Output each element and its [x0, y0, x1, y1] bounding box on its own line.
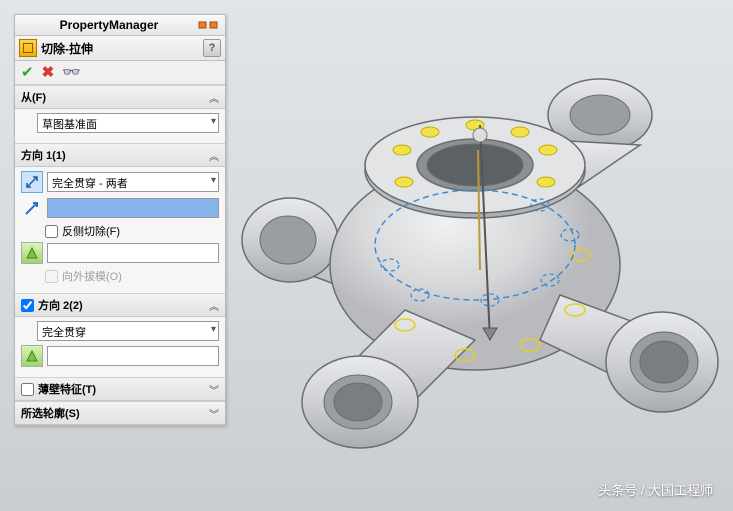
- group-dir2-body: 完全贯穿: [15, 317, 225, 377]
- dir2-condition-dropdown[interactable]: 完全贯穿: [37, 321, 219, 341]
- group-from-body: 草图基准面: [15, 109, 225, 143]
- group-contours-header[interactable]: 所选轮廓(S) ︾: [15, 401, 225, 425]
- chevron-up-icon: ︽: [209, 298, 219, 313]
- property-manager-panel: PropertyManager 切除-拉伸 ? ✔ ✖ 👓 从(F) ︽ 草图基…: [14, 14, 226, 426]
- help-button[interactable]: ?: [203, 39, 221, 57]
- thin-feature-checkbox[interactable]: [21, 383, 34, 396]
- command-header: 切除-拉伸 ?: [15, 36, 225, 61]
- detail-preview-icon[interactable]: 👓: [62, 65, 81, 80]
- chevron-up-icon: ︽: [209, 148, 219, 163]
- group-dir2-header[interactable]: 方向 2(2) ︽: [15, 293, 225, 317]
- dir1-condition-dropdown[interactable]: 完全贯穿 - 两者: [47, 172, 219, 192]
- direction-vector-icon[interactable]: [21, 197, 43, 219]
- confirm-actions: ✔ ✖ 👓: [15, 61, 225, 85]
- group-dir2-label: 方向 2(2): [38, 297, 209, 313]
- draft-outward-row: 向外拔模(O): [45, 268, 219, 284]
- cut-extrude-icon: [19, 39, 37, 57]
- watermark: 头条号 / 大国工程师: [598, 480, 713, 499]
- flip-side-checkbox[interactable]: [45, 225, 58, 238]
- chevron-down-icon: ︾: [209, 382, 219, 397]
- from-plane-dropdown[interactable]: 草图基准面: [37, 113, 219, 133]
- model-preview[interactable]: [230, 10, 720, 500]
- group-from-label: 从(F): [21, 89, 209, 105]
- draft-button[interactable]: [21, 242, 43, 264]
- command-title: 切除-拉伸: [41, 40, 203, 57]
- draft-outward-checkbox: [45, 270, 58, 283]
- group-thin-header[interactable]: 薄壁特征(T) ︾: [15, 377, 225, 401]
- dir2-draft-button[interactable]: [21, 345, 43, 367]
- group-dir1-body: 完全贯穿 - 两者 反侧切除(F) 向外拔模(O): [15, 167, 225, 293]
- pin-icon[interactable]: [197, 18, 219, 32]
- chevron-down-icon: ︾: [209, 406, 219, 421]
- pm-title: PropertyManager: [21, 18, 197, 32]
- dir2-draft-selection[interactable]: [47, 346, 219, 366]
- reverse-direction-button[interactable]: [21, 171, 43, 193]
- chevron-up-icon: ︽: [209, 90, 219, 105]
- pm-header: PropertyManager: [15, 15, 225, 36]
- dir1-draft-selection[interactable]: [47, 243, 219, 263]
- dir1-vector-selection[interactable]: [47, 198, 219, 218]
- dir2-enable-checkbox[interactable]: [21, 299, 34, 312]
- group-from-header[interactable]: 从(F) ︽: [15, 85, 225, 109]
- cancel-icon[interactable]: ✖: [42, 65, 55, 80]
- group-contours-label: 所选轮廓(S): [21, 405, 209, 421]
- group-dir1-label: 方向 1(1): [21, 147, 209, 163]
- flip-side-row: 反侧切除(F): [45, 223, 219, 239]
- group-dir1-header[interactable]: 方向 1(1) ︽: [15, 143, 225, 167]
- group-thin-label: 薄壁特征(T): [38, 381, 209, 397]
- ok-icon[interactable]: ✔: [21, 65, 34, 80]
